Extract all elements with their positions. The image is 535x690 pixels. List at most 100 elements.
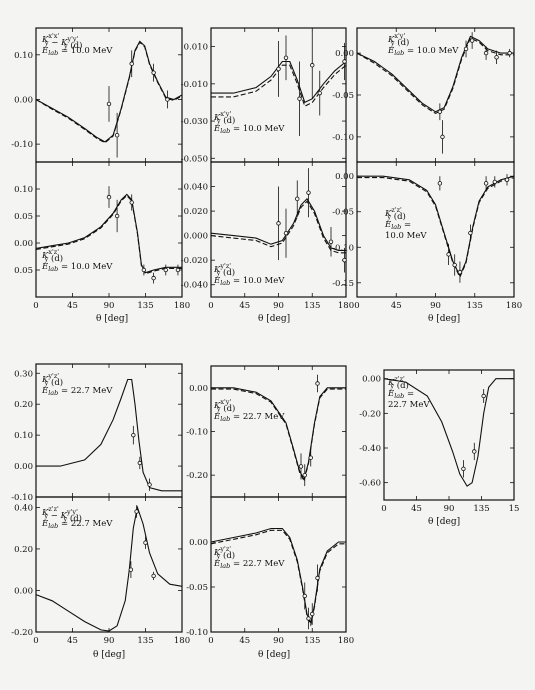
data-point bbox=[507, 50, 512, 56]
ytick-label: 0.00 bbox=[14, 586, 33, 596]
chart-panel-p2: 0.010 -0.010 -0.030 -0.050 Kx'y' y (d)Elab = … bbox=[181, 27, 347, 164]
ytick-label: -0.010 bbox=[181, 80, 208, 90]
theory-curve-1 bbox=[211, 64, 347, 107]
theory-curve-1 bbox=[35, 194, 182, 275]
xtick-label: 180 bbox=[338, 301, 354, 311]
xtick-label: 0 bbox=[208, 636, 213, 646]
ytick-label: -0.10 bbox=[186, 628, 208, 638]
theory-curve-0 bbox=[35, 505, 183, 632]
panel-label-line: Elab = 10.0 MeV bbox=[387, 46, 459, 57]
ytick-label: -0.40 bbox=[359, 444, 381, 454]
xaxis-label-col3: θ [deg] bbox=[428, 314, 460, 324]
data-point bbox=[310, 611, 315, 617]
xtick-label: 135 bbox=[137, 301, 153, 311]
data-point bbox=[494, 55, 499, 60]
ytick-label: -0.05 bbox=[332, 91, 354, 101]
theory-curve-1 bbox=[211, 388, 346, 483]
xtick-label: 90 bbox=[104, 301, 115, 311]
xtick-label: 135 bbox=[137, 636, 153, 646]
theory-curve-1 bbox=[35, 41, 183, 144]
data-point bbox=[315, 575, 320, 581]
plot-frame bbox=[210, 365, 347, 498]
panel-label-line: Elab = 22.7 MeV bbox=[213, 412, 285, 423]
data-point bbox=[137, 460, 143, 466]
data-point bbox=[276, 221, 281, 226]
ytick-label: -0.020 bbox=[181, 256, 208, 266]
data-point bbox=[302, 593, 307, 599]
data-point bbox=[483, 181, 489, 186]
data-point bbox=[468, 230, 473, 236]
data-point bbox=[306, 616, 311, 621]
xtick-label: 45 bbox=[411, 504, 422, 514]
ytick-label: -0.10 bbox=[332, 133, 354, 143]
ytick-label: -0.15 bbox=[332, 279, 354, 289]
xaxis-label-col1-bottom: θ [deg] bbox=[93, 650, 125, 660]
xtick-label: 15 bbox=[509, 504, 520, 514]
ytick-label: 0.05 bbox=[14, 212, 33, 222]
xtick-label: 135 bbox=[467, 301, 483, 311]
panel-label-line: Kz'z' y − Ky'y' y (d) bbox=[41, 505, 82, 524]
xtick-label: 135 bbox=[473, 504, 489, 514]
data-point bbox=[134, 509, 139, 514]
ytick-label: 0.00 bbox=[14, 462, 33, 472]
data-point bbox=[106, 101, 112, 107]
data-point bbox=[469, 38, 475, 43]
data-point bbox=[114, 132, 120, 138]
ytick-label: 0.00 bbox=[189, 538, 208, 548]
data-point bbox=[492, 179, 498, 185]
data-point bbox=[129, 61, 134, 66]
panel-label-line: 10.0 MeV bbox=[385, 231, 427, 241]
xtick-label: 180 bbox=[506, 301, 522, 311]
xtick-label: 90 bbox=[273, 636, 284, 646]
plot-frame bbox=[35, 161, 183, 298]
ytick-label: -0.050 bbox=[181, 154, 208, 164]
ytick-label: -0.20 bbox=[359, 409, 381, 419]
ytick-label: -0.10 bbox=[11, 140, 33, 150]
panel-label-line: Kx'z' y (d) bbox=[41, 248, 63, 264]
panel-label-line: Elab = 10.0 MeV bbox=[41, 262, 113, 273]
data-point bbox=[308, 455, 313, 460]
ytick-label: -0.20 bbox=[11, 628, 33, 638]
data-point bbox=[165, 97, 170, 102]
panel-label-line: Elab = bbox=[384, 220, 411, 231]
ytick-label: 0.40 bbox=[14, 503, 33, 513]
chart-panel-p9: 0.00 -0.10 -0.20 Kx'y' y (d)Elab = 22.7 MeV bbox=[186, 365, 347, 498]
panel-label-line: Elab = bbox=[387, 389, 414, 400]
data-point bbox=[328, 239, 334, 244]
chart-panel-p1: 0.10 0.00 -0.10 Kx'x' y − Ky'y' y (d)Elab = 1… bbox=[11, 27, 183, 163]
ytick-label: 0.10 bbox=[14, 51, 33, 61]
data-point bbox=[297, 96, 302, 101]
data-point bbox=[276, 66, 281, 72]
ytick-label: -0.05 bbox=[332, 208, 354, 218]
theory-curve-0 bbox=[383, 378, 514, 487]
data-point bbox=[437, 109, 443, 114]
data-point bbox=[481, 393, 486, 399]
data-point bbox=[163, 267, 168, 273]
data-point bbox=[302, 472, 307, 478]
data-point bbox=[129, 200, 134, 205]
xaxis-label-col3-bottom: θ [deg] bbox=[428, 517, 460, 527]
xtick-label: 45 bbox=[391, 301, 402, 311]
data-point bbox=[128, 567, 134, 572]
panel-label-line: Kz'z' y (d) bbox=[387, 375, 409, 391]
ytick-label: 0.020 bbox=[184, 207, 208, 217]
panel-label-line: Elab = 22.7 MeV bbox=[41, 386, 113, 397]
ytick-label: -0.10 bbox=[11, 493, 33, 503]
theory-curve-0 bbox=[35, 193, 182, 274]
ytick-label: 0.040 bbox=[184, 183, 208, 193]
chart-panel-p6: 0.00 -0.05 -0.10 -0.15 0 45 90 135 180 Kz'z' y (d)… bbox=[332, 161, 522, 311]
ytick-label: 0.00 bbox=[14, 95, 33, 105]
ytick-label: -0.60 bbox=[359, 479, 381, 489]
ytick-label: 0.20 bbox=[14, 400, 33, 410]
xtick-label: 90 bbox=[104, 636, 115, 646]
theory-curve-1 bbox=[210, 529, 346, 627]
xtick-label: 180 bbox=[174, 636, 190, 646]
xtick-label: 0 bbox=[208, 301, 213, 311]
xtick-label: 0 bbox=[33, 636, 38, 646]
xtick-label: 45 bbox=[67, 636, 78, 646]
data-point bbox=[440, 134, 445, 140]
ytick-label: 0.00 bbox=[189, 384, 208, 394]
data-point bbox=[317, 90, 322, 96]
